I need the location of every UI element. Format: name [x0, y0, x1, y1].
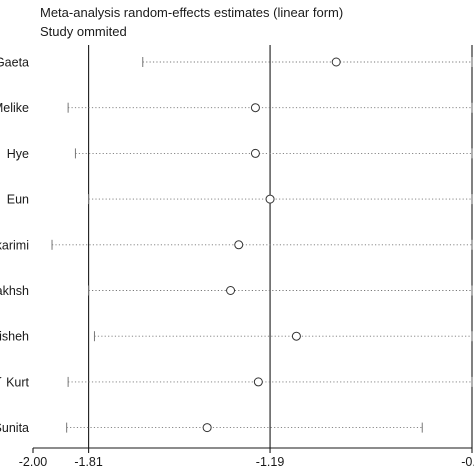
- study-label: Sunita: [0, 421, 29, 435]
- study-label: ´ Kurt: [0, 375, 30, 389]
- chart-subtitle: Study ommited: [40, 24, 127, 39]
- x-tick-label: -1.19: [256, 455, 285, 469]
- estimate-marker: [234, 240, 244, 250]
- x-tick-label: -1.81: [74, 455, 103, 469]
- chart-title: Meta-analysis random-effects estimates (…: [40, 5, 344, 20]
- estimate-marker: [226, 286, 236, 295]
- estimate-marker: [250, 103, 260, 113]
- estimate-marker: [253, 377, 263, 387]
- study-label: akhsh: [0, 284, 29, 298]
- estimate-marker: [331, 57, 341, 67]
- estimate-markers: [202, 57, 341, 433]
- study-label: Eun: [7, 193, 29, 207]
- study-label: Melike: [0, 101, 29, 115]
- x-tick-label: -0.5: [461, 455, 474, 469]
- estimate-marker: [265, 194, 275, 204]
- study-labels: Gaeta Melike Hye Eun karimi akhsh isheh ´ Kurt S…: [0, 56, 30, 436]
- x-axis: -2.00 -1.81 -1.19 -0.5: [19, 447, 474, 469]
- study-label: Hye: [7, 147, 29, 161]
- study-label: karimi: [0, 238, 29, 252]
- estimate-marker: [202, 423, 212, 433]
- reference-lines: [88, 45, 473, 448]
- estimate-marker: [250, 148, 260, 158]
- ci-lines: [51, 57, 473, 433]
- study-label: Gaeta: [0, 56, 29, 70]
- estimate-marker: [291, 331, 301, 341]
- study-label: isheh: [0, 330, 29, 344]
- x-tick-label: -2.00: [19, 455, 48, 469]
